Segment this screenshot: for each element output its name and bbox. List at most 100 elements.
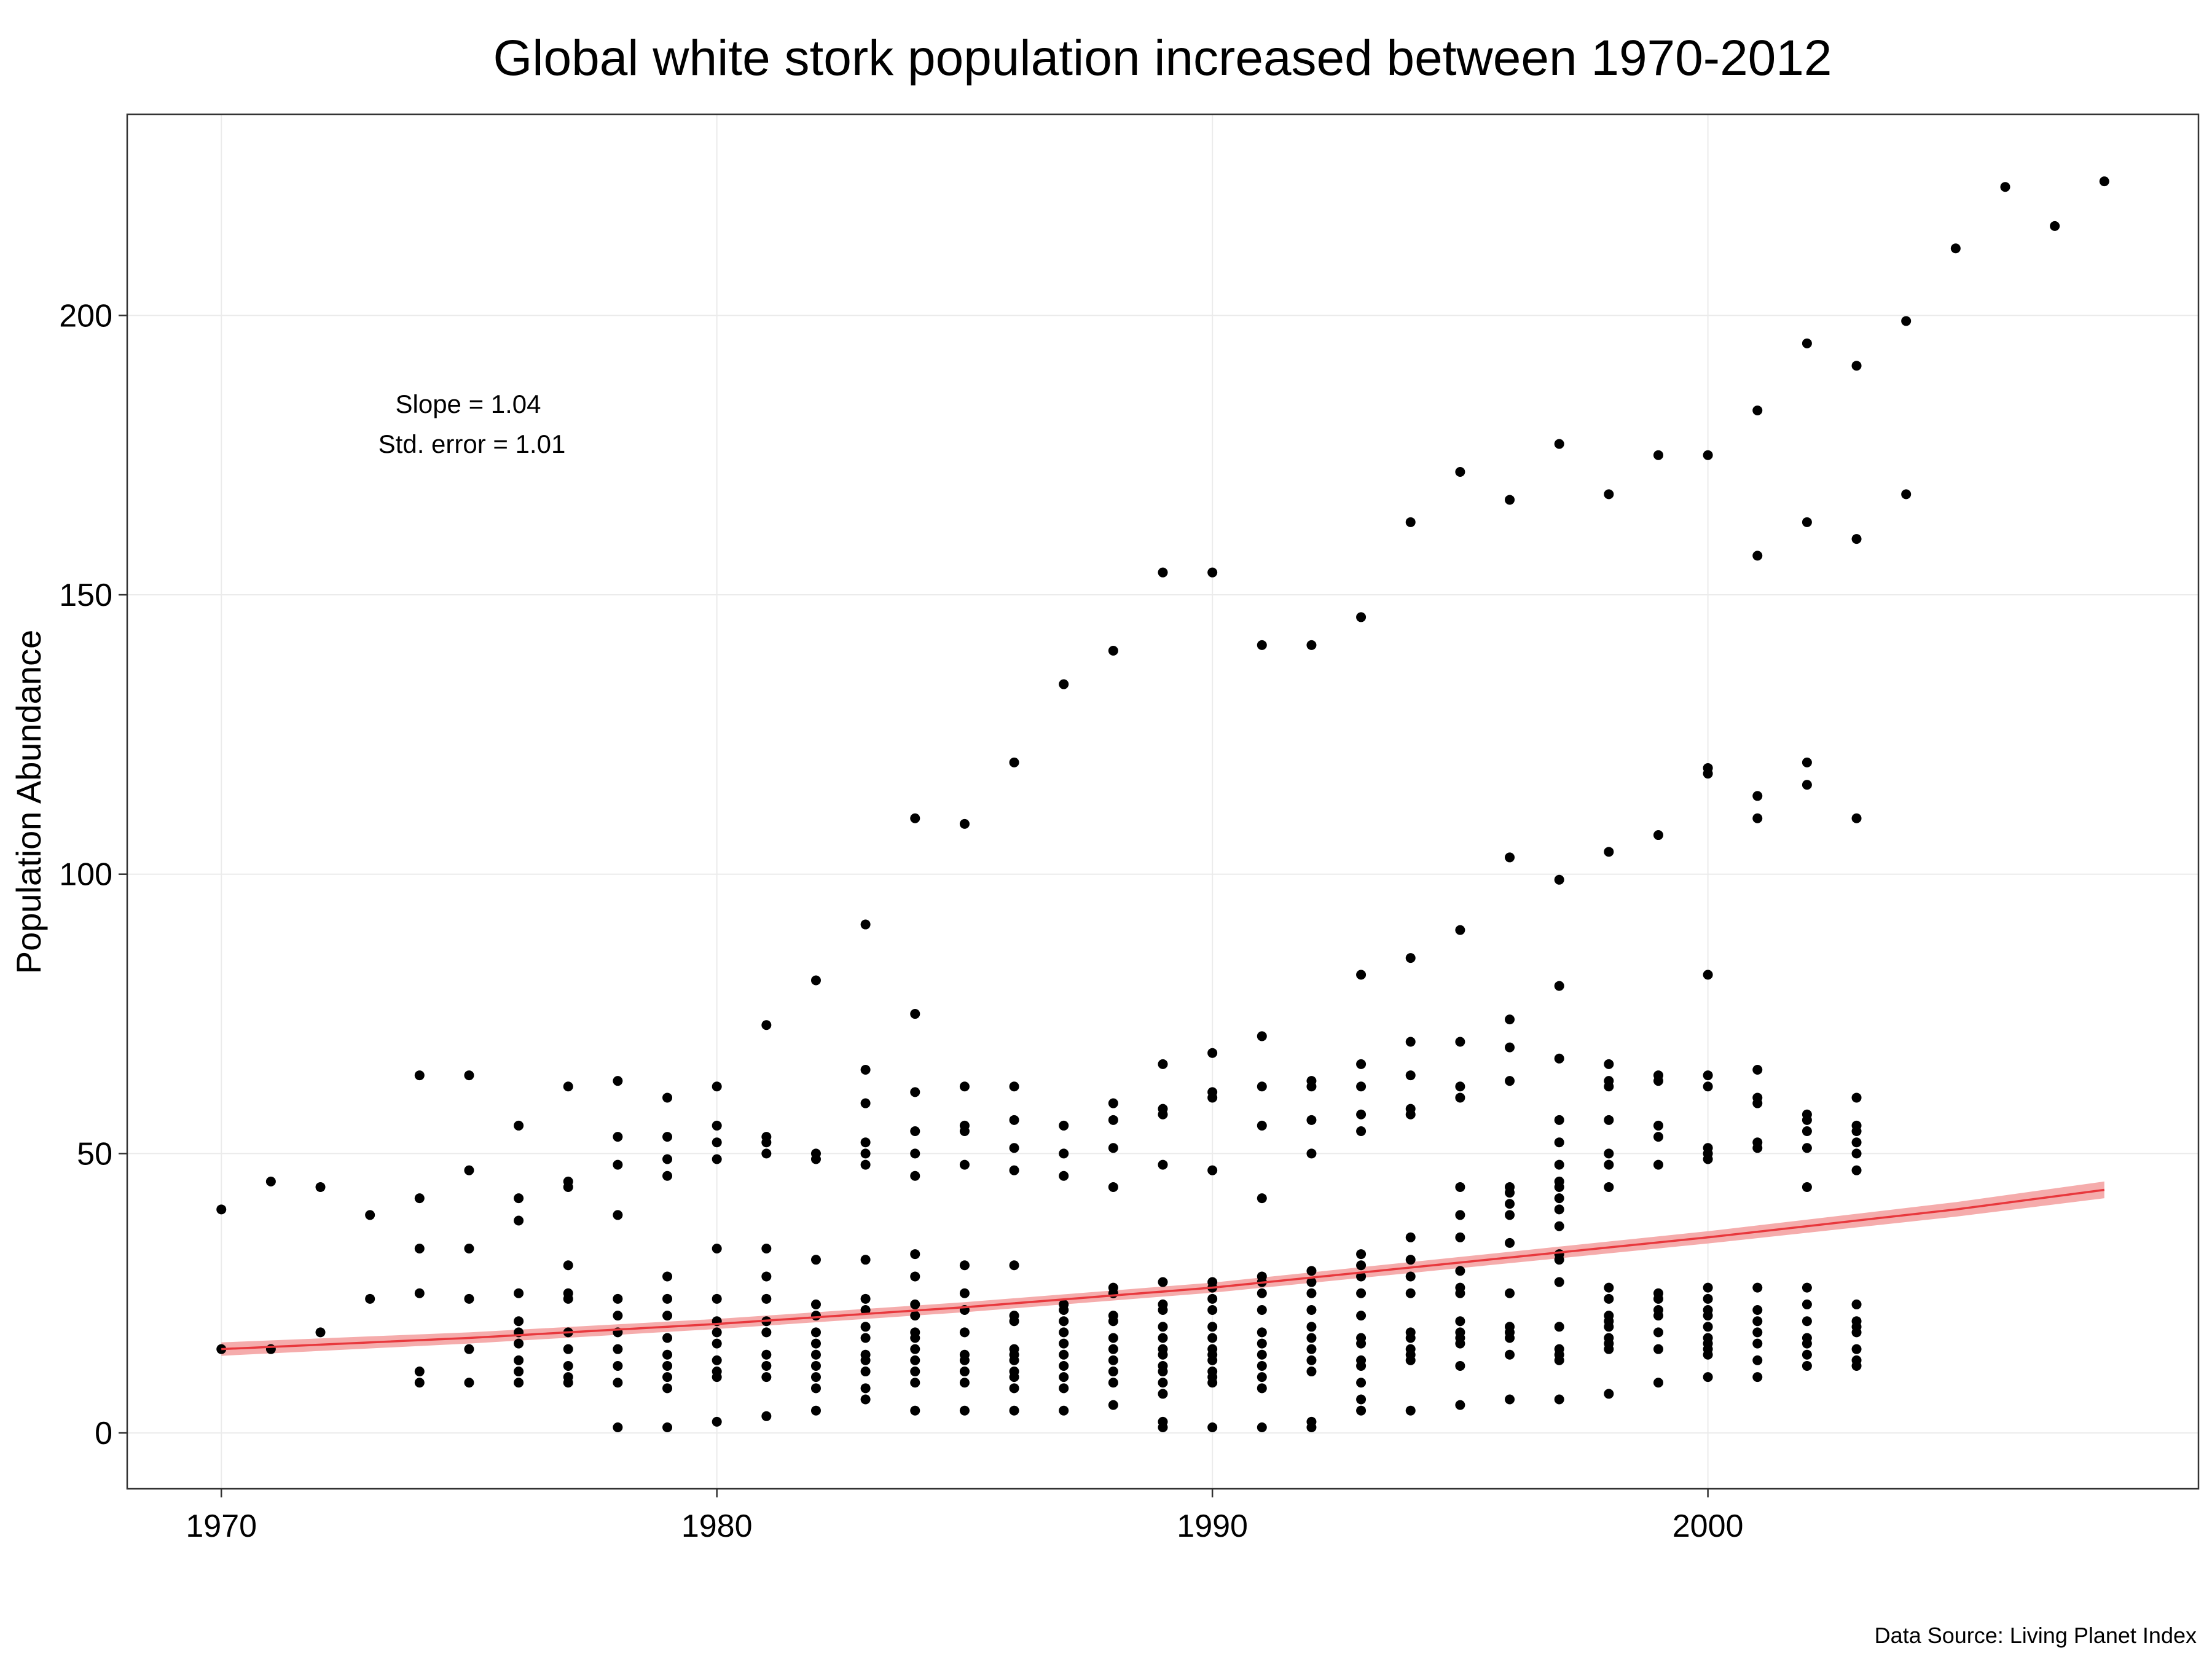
- data-point: [1554, 1115, 1564, 1125]
- data-point: [464, 1243, 474, 1253]
- data-point: [1257, 1327, 1267, 1338]
- data-point: [414, 1367, 425, 1377]
- data-point: [1455, 1400, 1465, 1410]
- data-point: [761, 1372, 772, 1382]
- data-point: [1851, 1092, 1862, 1103]
- data-point: [1653, 1344, 1663, 1354]
- data-point: [1802, 1338, 1812, 1349]
- data-point: [1108, 1182, 1118, 1192]
- data-point: [613, 1344, 623, 1354]
- data-point: [1703, 1372, 1713, 1382]
- data-point: [613, 1360, 623, 1371]
- data-point: [1207, 1092, 1218, 1103]
- data-point: [1356, 1126, 1367, 1137]
- x-tick-label: 1990: [1177, 1508, 1248, 1544]
- data-point: [1554, 1255, 1564, 1265]
- data-point: [860, 1148, 871, 1159]
- data-point: [1405, 1333, 1416, 1343]
- data-point: [712, 1154, 722, 1164]
- data-point: [563, 1293, 573, 1304]
- data-point: [1257, 1305, 1267, 1316]
- data-point: [1851, 1299, 1862, 1309]
- data-point: [959, 1378, 970, 1388]
- data-point: [1158, 1277, 1168, 1287]
- data-point: [1752, 1338, 1763, 1349]
- data-point: [613, 1378, 623, 1388]
- data-point: [1108, 1316, 1118, 1327]
- data-point: [1604, 1344, 1614, 1354]
- data-point: [1158, 1322, 1168, 1332]
- data-point: [414, 1193, 425, 1204]
- data-point: [514, 1288, 524, 1298]
- data-point: [1207, 1378, 1218, 1388]
- data-point: [563, 1081, 573, 1092]
- data-point: [712, 1293, 722, 1304]
- data-point: [910, 1333, 920, 1343]
- data-point: [761, 1148, 772, 1159]
- data-point: [1257, 640, 1267, 650]
- data-point: [1703, 1293, 1713, 1304]
- data-point: [1604, 1159, 1614, 1170]
- data-point: [1653, 1120, 1663, 1131]
- data-point: [662, 1333, 673, 1343]
- data-point: [1059, 1360, 1069, 1371]
- data-point: [1505, 1076, 1515, 1086]
- data-point: [1851, 1126, 1862, 1137]
- data-point: [910, 1126, 920, 1137]
- data-point: [1901, 316, 1912, 326]
- data-point: [1158, 1389, 1168, 1399]
- data-point: [1009, 1405, 1019, 1416]
- data-point: [662, 1092, 673, 1103]
- data-point: [1356, 1378, 1367, 1388]
- data-point: [959, 1260, 970, 1271]
- data-point: [1752, 1316, 1763, 1327]
- data-point: [1306, 1305, 1317, 1316]
- data-point: [1505, 1014, 1515, 1025]
- data-point: [265, 1176, 276, 1186]
- data-point: [1257, 1120, 1267, 1131]
- data-point: [1207, 1048, 1218, 1058]
- data-point: [761, 1349, 772, 1360]
- x-axis: 1970 1980 1990 2000: [186, 1489, 1743, 1544]
- data-point: [1108, 1098, 1118, 1108]
- data-point: [860, 1293, 871, 1304]
- data-point: [1505, 1210, 1515, 1220]
- data-point: [1009, 1143, 1019, 1153]
- data-point: [464, 1293, 474, 1304]
- data-point: [613, 1293, 623, 1304]
- data-point: [1306, 1322, 1317, 1332]
- data-point: [1802, 1282, 1812, 1293]
- data-points: [216, 176, 2109, 1432]
- data-point: [1455, 1210, 1465, 1220]
- data-point: [1554, 981, 1564, 991]
- data-point: [1851, 361, 1862, 371]
- data-point: [1752, 1064, 1763, 1075]
- data-point: [1207, 567, 1218, 578]
- data-point: [810, 1383, 821, 1394]
- data-point: [1554, 1277, 1564, 1287]
- data-point: [1405, 1109, 1416, 1120]
- data-point: [1059, 1383, 1069, 1394]
- data-point: [1257, 1081, 1267, 1092]
- data-point: [1901, 489, 1912, 500]
- data-point: [1108, 1344, 1118, 1354]
- data-point: [1554, 1221, 1564, 1231]
- data-point: [959, 1126, 970, 1137]
- y-tick-label: 200: [59, 298, 112, 334]
- data-point: [1604, 1322, 1614, 1332]
- data-point: [1752, 1098, 1763, 1108]
- data-point: [563, 1260, 573, 1271]
- data-point: [810, 1154, 821, 1164]
- data-point: [1207, 1322, 1218, 1332]
- data-point: [1207, 1165, 1218, 1175]
- data-point: [1554, 1355, 1564, 1365]
- data-point: [1356, 612, 1367, 622]
- data-point: [1653, 830, 1663, 841]
- data-point: [1257, 1360, 1267, 1371]
- data-point: [1108, 645, 1118, 656]
- data-point: [2000, 182, 2010, 192]
- data-point: [1257, 1383, 1267, 1394]
- data-point: [1158, 1109, 1168, 1120]
- data-point: [1158, 1333, 1168, 1343]
- data-point: [910, 1087, 920, 1097]
